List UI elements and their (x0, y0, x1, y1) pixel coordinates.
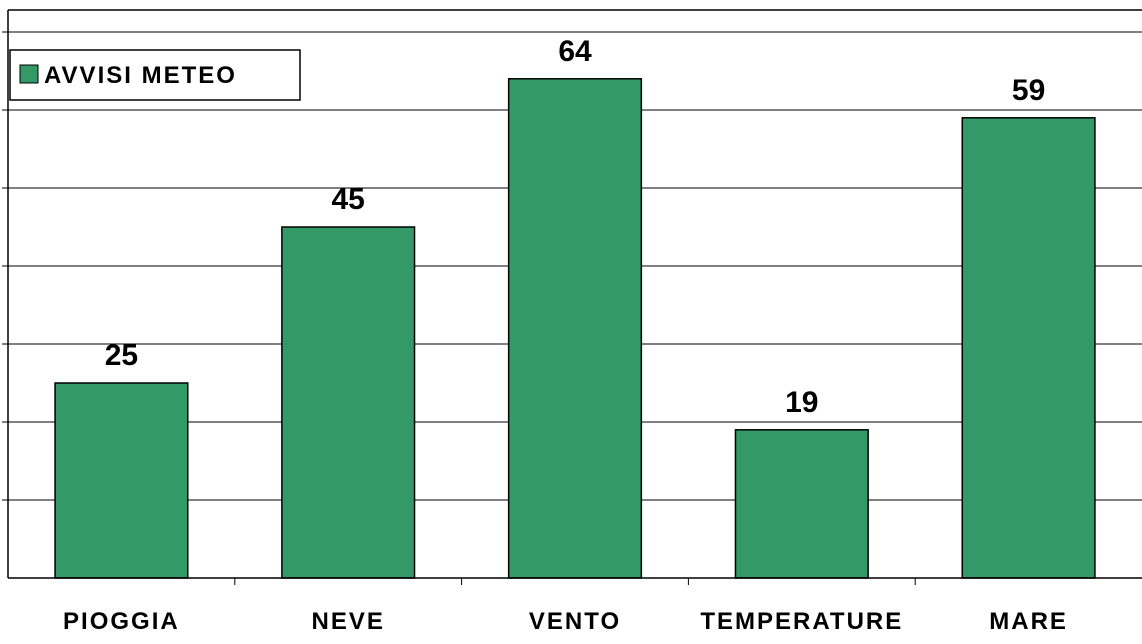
x-axis (8, 577, 1142, 585)
bar-temperature (734, 429, 869, 579)
bar-mare (961, 117, 1096, 579)
bar-vento (507, 78, 643, 579)
category-label: VENTO (529, 608, 621, 635)
data-label: 59 (1012, 74, 1045, 107)
data-label: 19 (785, 386, 818, 419)
data-label: 25 (105, 339, 138, 372)
category-label: MARE (989, 608, 1068, 635)
data-label: 45 (332, 183, 365, 216)
data-label: 64 (558, 35, 592, 68)
legend: AVVISI METEO (9, 49, 301, 101)
legend-box (9, 49, 301, 101)
legend-label: AVVISI METEO (44, 62, 237, 89)
category-label: NEVE (312, 608, 385, 635)
data-labels: 25 45 64 19 59 (105, 35, 1046, 419)
category-label: TEMPERATURE (700, 608, 903, 635)
category-labels: PIOGGIA NEVE VENTO TEMPERATURE MARE (63, 608, 1068, 635)
bars (54, 78, 1096, 579)
legend-swatch (19, 64, 39, 84)
category-label: PIOGGIA (63, 608, 180, 635)
bar-pioggia (54, 382, 189, 579)
bar-neve (281, 226, 416, 579)
